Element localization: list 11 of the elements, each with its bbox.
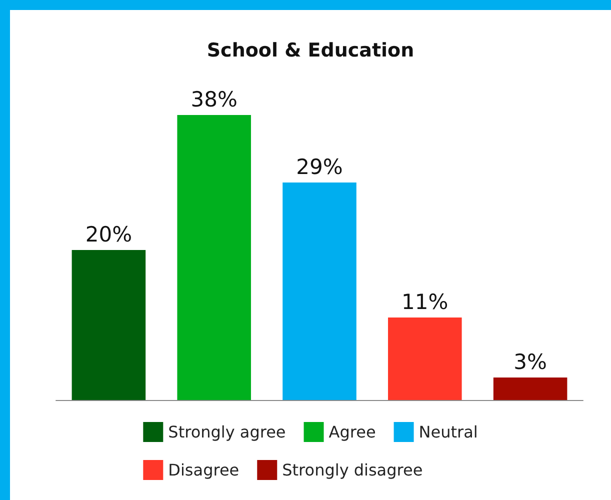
legend-label: Neutral bbox=[418, 422, 478, 442]
data-label: 3% bbox=[514, 350, 547, 374]
chart-title: School & Education bbox=[206, 40, 414, 62]
legend-label: Strongly disagree bbox=[282, 460, 423, 480]
legend-label: Disagree bbox=[168, 460, 240, 480]
data-label: 29% bbox=[296, 155, 343, 179]
data-label: 11% bbox=[402, 290, 448, 314]
legend-label: Agree bbox=[328, 422, 376, 442]
data-label: 38% bbox=[190, 88, 238, 112]
legend-label: Strongly agree bbox=[168, 422, 286, 442]
data-label: 20% bbox=[85, 222, 132, 246]
